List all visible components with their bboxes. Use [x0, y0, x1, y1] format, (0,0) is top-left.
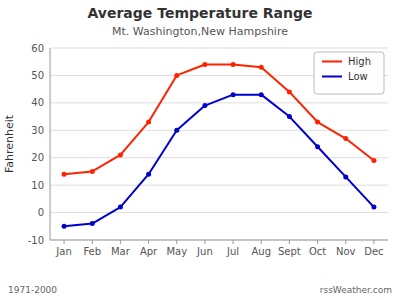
- legend-label: High: [348, 56, 371, 67]
- x-tick: [204, 240, 205, 244]
- point: [118, 152, 123, 157]
- title: Average Temperature Range: [88, 5, 313, 21]
- x-tick: [64, 240, 65, 244]
- y-tick-label: 0: [38, 207, 44, 218]
- point: [62, 224, 67, 229]
- y-tick-label: 40: [31, 97, 44, 108]
- x-tick: [176, 240, 177, 244]
- y-tick-label: 30: [31, 125, 44, 136]
- point: [343, 174, 348, 179]
- x-tick: [261, 240, 262, 244]
- point: [174, 73, 179, 78]
- point: [315, 144, 320, 149]
- point: [146, 172, 151, 177]
- point: [371, 205, 376, 210]
- point: [90, 221, 95, 226]
- legend-swatch: [322, 61, 342, 63]
- footnote: 1971-2000: [8, 285, 57, 295]
- point: [315, 120, 320, 125]
- x-tick: [317, 240, 318, 244]
- legend-box: [314, 52, 384, 94]
- grid-line: [50, 157, 388, 158]
- x-tick-label: Feb: [83, 246, 101, 257]
- y-tick-label: 60: [31, 43, 44, 54]
- point: [343, 136, 348, 141]
- point: [259, 92, 264, 97]
- point: [231, 92, 236, 97]
- y-tick-label: -10: [28, 235, 44, 246]
- x-tick: [373, 240, 374, 244]
- x-tick-label: May: [166, 246, 187, 257]
- y-axis: [50, 48, 51, 240]
- y-tick-label: 20: [31, 152, 44, 163]
- point: [231, 62, 236, 67]
- x-tick: [92, 240, 93, 244]
- x-tick-label: Mar: [111, 246, 131, 257]
- series-line: [64, 95, 374, 227]
- legend: High Low: [314, 52, 384, 94]
- point: [287, 114, 292, 119]
- x-tick: [233, 240, 234, 244]
- x-tick-label: Nov: [336, 246, 356, 257]
- grid-line: [50, 48, 388, 49]
- x-axis: [50, 240, 388, 241]
- legend-label: Low: [348, 71, 368, 82]
- grid-line: [50, 102, 388, 103]
- subtitle: Mt. Washington,New Hampshire: [112, 25, 288, 38]
- x-tick-label: Dec: [364, 246, 383, 257]
- legend-swatch: [322, 76, 342, 78]
- grid: [50, 48, 388, 240]
- x-tick-label: Jan: [55, 246, 71, 257]
- point: [371, 158, 376, 163]
- grid-line: [50, 185, 388, 186]
- point: [287, 89, 292, 94]
- point: [202, 62, 207, 67]
- chart: Average Temperature Range Mt. Washington,…: [0, 0, 400, 300]
- x-tick: [345, 240, 346, 244]
- x-tick-label: Oct: [309, 246, 326, 257]
- x-tick-label: Aug: [251, 246, 271, 257]
- grid-line: [50, 240, 388, 241]
- point: [174, 128, 179, 133]
- point: [146, 120, 151, 125]
- point: [259, 65, 264, 70]
- x-tick-label: Sept: [278, 246, 301, 257]
- y-axis-label: Fahrenheit: [3, 114, 16, 173]
- y-tick-label: 50: [31, 70, 44, 81]
- x-tick: [120, 240, 121, 244]
- grid-line: [50, 130, 388, 131]
- x-tick-label: Jul: [226, 246, 239, 257]
- x-tick-label: Apr: [140, 246, 158, 257]
- point: [202, 103, 207, 108]
- point: [118, 205, 123, 210]
- y-tick-label: 10: [31, 180, 44, 191]
- point: [90, 169, 95, 174]
- footnote: rssWeather.com: [320, 285, 392, 295]
- x-tick-label: Jun: [196, 246, 213, 257]
- grid-line: [50, 212, 388, 213]
- point: [62, 172, 67, 177]
- x-tick: [148, 240, 149, 244]
- x-tick: [289, 240, 290, 244]
